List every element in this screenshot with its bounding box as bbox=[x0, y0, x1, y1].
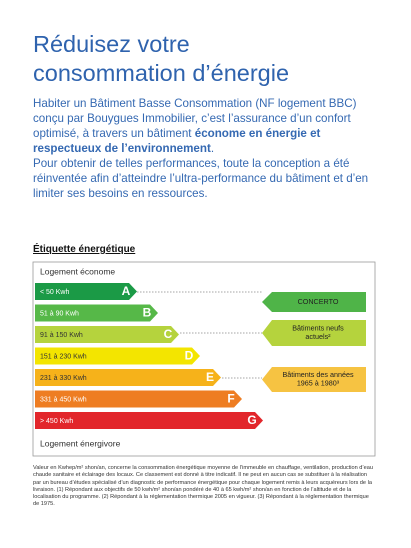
paragraph: Pour obtenir de telles performances, tou… bbox=[33, 157, 369, 200]
class-range: 231 à 330 Kwh bbox=[40, 375, 87, 382]
marker-text: 1965 à 1980³ bbox=[297, 379, 340, 388]
marker-arrow bbox=[262, 320, 366, 346]
class-letter: E bbox=[206, 370, 214, 384]
label-top: Logement économe bbox=[40, 266, 115, 276]
marker-arrow bbox=[262, 367, 366, 392]
footnote: Valeur en Kwhep/m² shon/an, concerne la … bbox=[33, 465, 373, 508]
class-letter: G bbox=[247, 413, 256, 427]
class-bar bbox=[35, 326, 179, 343]
class-bar bbox=[35, 369, 221, 386]
class-bar bbox=[35, 283, 137, 300]
class-bar bbox=[35, 412, 263, 429]
label-bottom: Logement énergivore bbox=[40, 438, 121, 448]
class-range: > 450 Kwh bbox=[40, 418, 73, 425]
text: . bbox=[210, 142, 215, 155]
marker-text: actuels² bbox=[305, 332, 331, 341]
title-line: Réduisez votre bbox=[33, 31, 190, 57]
class-letter: D bbox=[185, 349, 194, 363]
class-bar bbox=[35, 304, 158, 322]
class-letter: B bbox=[143, 306, 152, 320]
class-bar bbox=[35, 347, 200, 365]
bold-text: économe en énergie et respectueux de l’e… bbox=[33, 127, 321, 155]
marker-text: CONCERTO bbox=[298, 297, 339, 306]
class-bar bbox=[35, 390, 242, 408]
class-letter: A bbox=[122, 284, 131, 298]
class-range: < 50 Kwh bbox=[40, 289, 69, 296]
class-letter: C bbox=[164, 327, 173, 341]
class-letter: F bbox=[227, 392, 234, 406]
title: Réduisez votre consommation d’énergie bbox=[33, 30, 289, 88]
class-range: 51 à 90 Kwh bbox=[40, 310, 79, 317]
class-range: 151 à 230 Kwh bbox=[40, 353, 87, 360]
marker-text: Bâtiments neufs bbox=[292, 324, 344, 333]
energy-label: Logement économe Logement énergivore < 5… bbox=[32, 261, 376, 457]
class-range: 91 à 150 Kwh bbox=[40, 332, 83, 339]
class-range: 331 à 450 Kwh bbox=[40, 396, 87, 403]
intro: Habiter un Bâtiment Basse Consommation (… bbox=[33, 96, 378, 201]
title-line: consommation d’énergie bbox=[33, 60, 290, 86]
paragraph: Habiter un Bâtiment Basse Consommation (… bbox=[33, 96, 378, 156]
marker-arrow bbox=[262, 292, 366, 312]
label-title: Étiquette énergétique bbox=[33, 244, 136, 255]
marker-text: Bâtiments des années bbox=[282, 370, 354, 379]
text: Habiter un Bâtiment Basse Consommation (… bbox=[33, 97, 357, 140]
